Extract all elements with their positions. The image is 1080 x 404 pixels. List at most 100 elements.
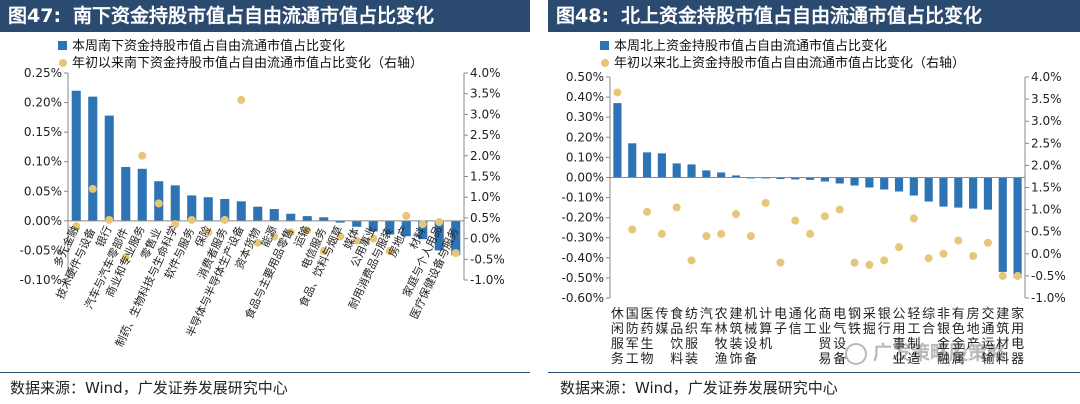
- northbound-right-tick-label: 0.5%: [1031, 225, 1062, 239]
- right-figure-title-bar: 图48: 北上资金持股市值占自由流通市值占比变化: [548, 0, 1080, 32]
- northbound-bar: [1013, 177, 1022, 278]
- northbound-category-label: 房地产: [967, 306, 980, 352]
- southbound-dot: [138, 151, 147, 160]
- southbound-bar: [121, 167, 131, 221]
- southbound-legend-dot-marker: [59, 59, 67, 67]
- watermark: 广发策略股策略: [845, 338, 1006, 365]
- northbound-right-tick-label: 1.0%: [1031, 203, 1062, 217]
- southbound-dot: [402, 211, 411, 220]
- southbound-dot: [121, 253, 130, 262]
- northbound-left-tick-label: -0.30%: [562, 231, 604, 245]
- southbound-right-tick-label: 0.0%: [470, 232, 501, 246]
- southbound-dot: [220, 215, 229, 224]
- northbound-dot: [969, 252, 978, 261]
- northbound-bar: [954, 177, 963, 208]
- southbound-left-tick-label: -0.05%: [20, 243, 62, 257]
- northbound-legend-bar-marker: [600, 41, 609, 50]
- northbound-left-tick-label: 0.40%: [566, 90, 604, 104]
- northbound-category-label: 非银金融: [937, 307, 950, 367]
- right-source-note: 数据来源：Wind，广发证券发展研究中心: [560, 379, 838, 397]
- northbound-dot: [776, 258, 785, 267]
- northbound-dot: [880, 256, 889, 265]
- northbound-category-label: 化工: [804, 307, 817, 337]
- southbound-dot: [187, 215, 196, 224]
- southbound-bar: [302, 216, 312, 221]
- northbound-dot: [850, 258, 859, 267]
- northbound-category-label: 农林牧渔: [715, 307, 728, 367]
- northbound-bar: [672, 163, 681, 178]
- northbound-bar: [909, 177, 918, 196]
- northbound-right-tick-label: 3.5%: [1031, 92, 1062, 106]
- southbound-dot: [88, 184, 97, 193]
- southbound-dot: [319, 247, 328, 256]
- northbound-left-tick-label: 0.10%: [566, 150, 604, 164]
- northbound-category-label: 国防军工: [626, 307, 639, 367]
- southbound-right-tick-label: 2.0%: [470, 149, 501, 163]
- northbound-category-label: 机械设备: [744, 307, 757, 367]
- northbound-bar: [776, 177, 785, 180]
- northbound-left-tick-label: 0.50%: [566, 70, 604, 84]
- northbound-bar: [806, 177, 815, 180]
- northbound-right-tick-label: -1.0%: [1031, 291, 1066, 305]
- northbound-category-label: 商业贸易: [818, 307, 831, 367]
- northbound-category-label: 综合: [922, 307, 935, 337]
- southbound-dot: [336, 232, 345, 241]
- southbound-dot: [105, 215, 114, 224]
- southbound-dot: [352, 236, 361, 245]
- southbound-right-tick-label: 0.5%: [470, 211, 501, 225]
- northbound-category-label: 食品饮料: [670, 306, 683, 367]
- southbound-legend-text-2: 年初以来南下资金持股市值占自由流通市值占比变化（右轴）: [72, 55, 423, 71]
- southbound-right-tick-label: 4.0%: [470, 66, 501, 80]
- watermark-logo-icon: [845, 342, 867, 365]
- northbound-category-label: 纺织服装: [685, 307, 698, 367]
- southbound-left-tick-label: 0.15%: [24, 125, 62, 139]
- southbound-bar: [137, 168, 147, 221]
- southbound-right-tick-label: 3.0%: [470, 107, 501, 121]
- northbound-left-tick-label: -0.50%: [562, 271, 604, 285]
- northbound-category-label: 交通运输: [981, 306, 994, 367]
- northbound-dot: [731, 210, 740, 219]
- northbound-dot: [820, 212, 829, 221]
- northbound-bar: [642, 152, 652, 178]
- northbound-bar: [939, 177, 948, 207]
- southbound-dot: [204, 228, 213, 237]
- left-figure-label: 图47:: [8, 5, 62, 27]
- northbound-category-label: 公用事业: [893, 307, 906, 367]
- northbound-right-tick-label: 3.0%: [1031, 114, 1062, 128]
- northbound-right-tick-label: 2.5%: [1031, 136, 1062, 150]
- southbound-left-tick-label: 0.05%: [24, 184, 62, 198]
- northbound-legend-text-1: 本周北上资金持股市值占自由流通市值占比变化: [614, 38, 887, 54]
- southbound-dot: [237, 95, 246, 104]
- northbound-bar: [835, 177, 844, 184]
- northbound-dot: [895, 243, 904, 252]
- right-footer-rule: [548, 372, 1080, 373]
- southbound-right-tick-label: -0.5%: [470, 252, 505, 266]
- northbound-left-tick-label: -0.40%: [562, 251, 604, 265]
- southbound-bar: [269, 209, 279, 221]
- northbound-bar: [998, 177, 1007, 272]
- southbound-bar: [104, 115, 114, 221]
- southbound-bar: [451, 220, 461, 256]
- southbound-legend-bar-marker: [58, 41, 67, 50]
- southbound-left-tick-label: 0.10%: [24, 155, 62, 169]
- southbound-bar: [187, 195, 197, 221]
- southbound-dot: [171, 220, 180, 229]
- northbound-dot: [909, 214, 918, 223]
- watermark-text: 广发策略股策略: [873, 342, 1007, 364]
- southbound-dot: [303, 226, 312, 235]
- northbound-category-label: 轻工制造: [907, 307, 920, 367]
- southbound-dot: [72, 222, 81, 231]
- northbound-dot: [687, 256, 696, 265]
- northbound-left-tick-label: 0.20%: [566, 130, 604, 144]
- southbound-dot: [154, 199, 163, 208]
- left-figure-title-bar: 图47: 南下资金持股市值占自由流通市值占比变化: [0, 0, 530, 32]
- northbound-dot: [761, 198, 770, 207]
- left-footer-rule: [0, 372, 530, 373]
- northbound-bar: [983, 177, 993, 210]
- northbound-dot: [628, 225, 637, 234]
- southbound-right-tick-label: 3.5%: [470, 87, 501, 101]
- southbound-bar: [401, 220, 411, 237]
- northbound-dot: [1013, 271, 1022, 280]
- northbound-category-label: 医药生物: [641, 307, 654, 367]
